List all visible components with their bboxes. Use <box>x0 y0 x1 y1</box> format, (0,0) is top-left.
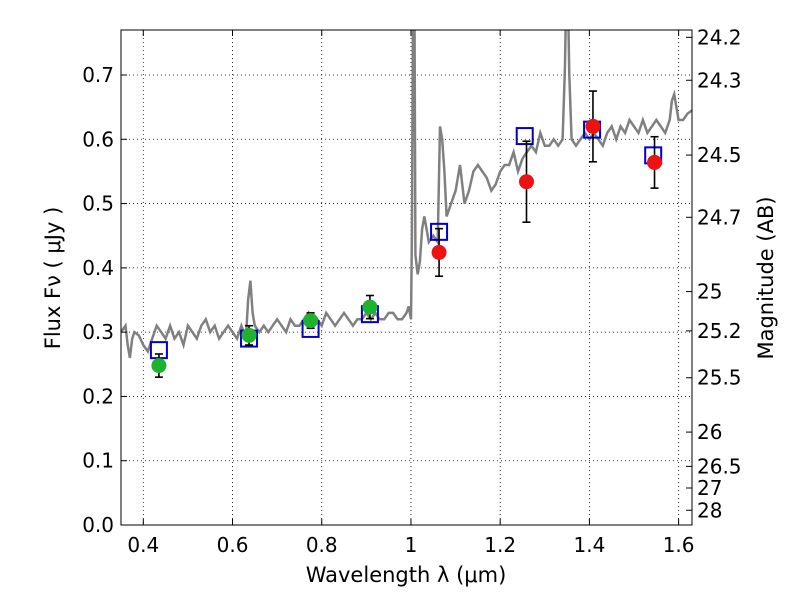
y-tick-label: 0.4 <box>82 256 114 280</box>
mag-tick-label: 26 <box>697 420 722 444</box>
y-tick-label: 0.3 <box>82 320 114 344</box>
model-square-marker <box>515 127 534 146</box>
y-tick-label: 0.7 <box>82 63 114 87</box>
grid <box>121 30 692 526</box>
mag-tick-label: 27 <box>697 476 722 500</box>
y-tick-label: 0.1 <box>82 449 114 473</box>
observed-point-marker <box>303 313 319 329</box>
x-axis-label: Wavelength λ (μm) <box>306 563 507 587</box>
ticks <box>121 30 692 526</box>
observed-point-marker <box>647 154 663 170</box>
mag-tick-label: 25.5 <box>697 366 742 390</box>
y-axis-label-right: Magnitude (AB) <box>754 196 778 359</box>
y-tick-label: 0.2 <box>82 384 114 408</box>
x-tick-label: 1.4 <box>573 533 605 557</box>
x-tick-label: 0.4 <box>127 533 159 557</box>
mag-tick-label: 26.5 <box>697 454 742 478</box>
mag-tick-label: 24.3 <box>697 68 742 92</box>
observed-point-marker <box>585 118 601 134</box>
y-axis-label: Flux Fν ( μJy ) <box>41 207 65 350</box>
x-tick-label: 1.2 <box>484 533 516 557</box>
observed-point-marker <box>362 299 378 315</box>
tick-labels: 0.4 0.6 0.8 1 1.2 1.4 1.6 0.0 0.1 0.2 0.3 0.4 0.5 0.6… <box>82 25 741 557</box>
y-tick-label: 0.5 <box>82 192 114 216</box>
observed-point-marker <box>431 244 447 260</box>
x-tick-label: 0.8 <box>306 533 338 557</box>
y-tick-label: 0.0 <box>82 513 114 537</box>
plot-frame <box>120 29 693 526</box>
mag-tick-label: 24.7 <box>697 205 742 229</box>
x-tick-label: 1.6 <box>663 533 695 557</box>
spectrum-line <box>121 30 692 359</box>
mag-tick-label: 24.2 <box>697 25 742 49</box>
mag-tick-label: 28 <box>697 498 722 522</box>
x-tick-label: 0.6 <box>217 533 249 557</box>
x-tick-label: 1 <box>405 533 418 557</box>
y-tick-label: 0.6 <box>82 127 114 151</box>
series-layer <box>121 30 692 378</box>
observed-point-marker <box>518 174 534 190</box>
observed-point-marker <box>151 358 167 374</box>
mag-tick-label: 24.5 <box>697 143 742 167</box>
mag-tick-label: 25 <box>697 280 722 304</box>
observed-point-marker <box>241 327 257 343</box>
mag-tick-label: 25.2 <box>697 319 742 343</box>
